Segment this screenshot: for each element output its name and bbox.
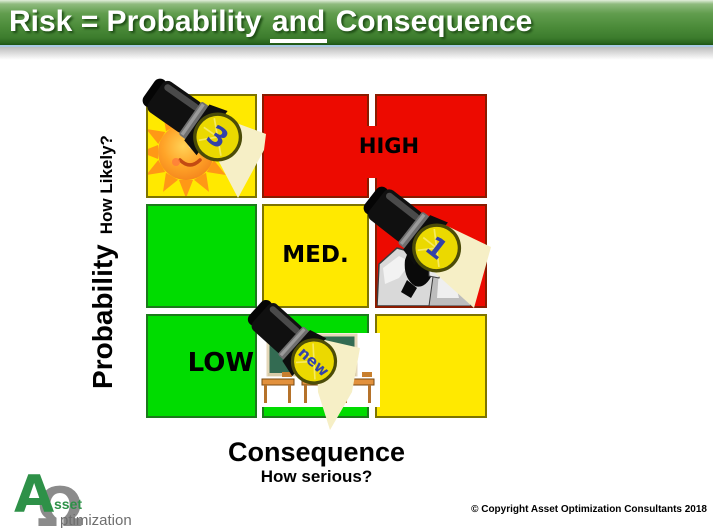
logo-ptimization-text: ptimization [60,512,131,529]
high-cells-bridge [365,126,379,178]
title-bar: Risk = Probability and Consequence [0,0,713,45]
x-axis-subtitle: How serious? [260,467,373,486]
asset-optimization-logo: Ω A sset ptimization [14,467,131,529]
y-axis-subtitle: How Likely? [97,135,116,235]
matrix-cell [262,204,369,308]
title-text-and-underlined: and [269,5,328,43]
title-accent-line [0,45,713,47]
risk-matrix: HIGH MED. LOW 3 [142,78,491,430]
x-axis-title: Consequence [227,437,406,467]
logo-sset-text: sset [54,496,82,512]
logo-omega-glyph: Ω [37,476,83,529]
copyright-text: © Copyright Asset Optimization Consultan… [471,504,707,515]
label-low: LOW [187,348,254,378]
title-bar-shadow [0,47,713,60]
matrix-cell [146,314,257,418]
label-med: MED. [282,242,349,268]
matrix-cell [146,204,257,308]
y-axis-title: Probability [87,244,118,389]
title-text-pre: Risk = Probability [9,5,270,38]
y-axis-label: Probability How Likely? [87,135,119,389]
label-high: HIGH [358,134,420,158]
title-text-post: Consequence [327,5,533,38]
matrix-cell [262,94,369,198]
matrix-cell [375,314,487,418]
logo-a-glyph: A [14,467,54,525]
matrix-cell [375,94,487,198]
